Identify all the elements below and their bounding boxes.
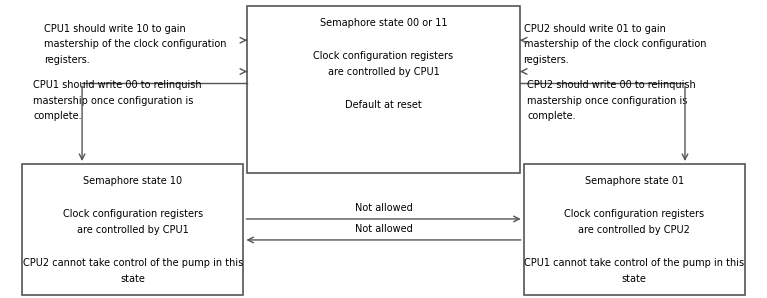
Text: state: state xyxy=(622,274,647,284)
Text: CPU1 should write 10 to gain: CPU1 should write 10 to gain xyxy=(44,24,186,34)
Text: CPU1 cannot take control of the pump in this: CPU1 cannot take control of the pump in … xyxy=(524,258,744,268)
Text: mastership once configuration is: mastership once configuration is xyxy=(527,96,688,106)
FancyBboxPatch shape xyxy=(22,164,243,295)
Text: state: state xyxy=(120,274,146,284)
Text: registers.: registers. xyxy=(44,55,91,65)
Text: Clock configuration registers: Clock configuration registers xyxy=(63,209,203,219)
Text: CPU2 cannot take control of the pump in this: CPU2 cannot take control of the pump in … xyxy=(23,258,243,268)
Text: complete.: complete. xyxy=(527,111,576,122)
Text: Clock configuration registers: Clock configuration registers xyxy=(564,209,704,219)
Text: CPU2 should write 01 to gain: CPU2 should write 01 to gain xyxy=(524,24,666,34)
Text: mastership of the clock configuration: mastership of the clock configuration xyxy=(44,39,227,49)
Text: Not allowed: Not allowed xyxy=(354,224,413,234)
Text: CPU1 should write 00 to relinquish: CPU1 should write 00 to relinquish xyxy=(34,80,202,91)
Text: Semaphore state 01: Semaphore state 01 xyxy=(584,176,683,186)
Text: are controlled by CPU2: are controlled by CPU2 xyxy=(578,225,690,235)
Text: CPU2 should write 00 to relinquish: CPU2 should write 00 to relinquish xyxy=(527,80,696,91)
Text: are controlled by CPU1: are controlled by CPU1 xyxy=(77,225,189,235)
Text: Semaphore state 10: Semaphore state 10 xyxy=(84,176,183,186)
Text: Semaphore state 00 or 11: Semaphore state 00 or 11 xyxy=(320,18,447,28)
Text: mastership of the clock configuration: mastership of the clock configuration xyxy=(524,39,706,49)
Text: Not allowed: Not allowed xyxy=(354,203,413,213)
Text: mastership once configuration is: mastership once configuration is xyxy=(34,96,194,106)
Text: complete.: complete. xyxy=(34,111,82,122)
Text: registers.: registers. xyxy=(524,55,569,65)
Text: Default at reset: Default at reset xyxy=(345,100,422,110)
FancyBboxPatch shape xyxy=(524,164,745,295)
FancyBboxPatch shape xyxy=(247,6,520,173)
Text: are controlled by CPU1: are controlled by CPU1 xyxy=(328,67,439,77)
Text: Clock configuration registers: Clock configuration registers xyxy=(314,51,453,61)
